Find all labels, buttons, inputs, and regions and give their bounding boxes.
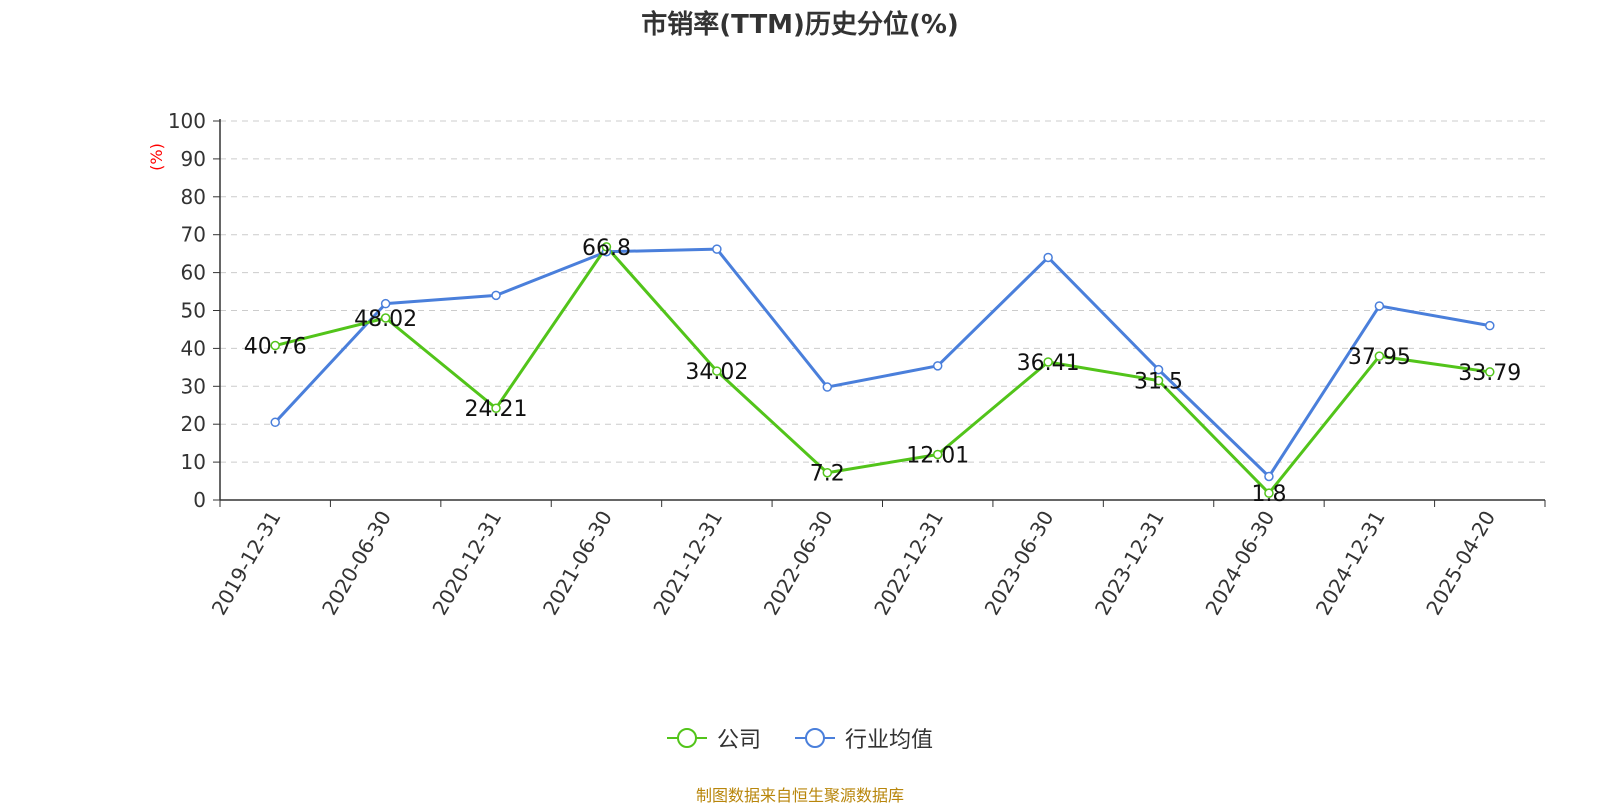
x-tick-label: 2020-12-31 — [427, 506, 506, 619]
data-label-company: 34.02 — [685, 360, 748, 385]
data-label-company: 36.41 — [1017, 351, 1080, 376]
data-label-company: 12.01 — [906, 443, 969, 468]
x-tick-label: 2024-12-31 — [1311, 507, 1390, 620]
chart-title: 市销率(TTM)历史分位(%) — [641, 10, 959, 40]
data-point-industry-avg[interactable] — [1043, 252, 1053, 263]
legend: 公司 行业均值 — [0, 722, 1600, 754]
data-label-company: 31.5 — [1134, 370, 1183, 395]
data-label-company: 1.8 — [1251, 482, 1286, 507]
y-tick-label: 80 — [181, 185, 206, 209]
x-tick-label: 2021-12-31 — [648, 507, 727, 620]
x-tick-label: 2022-12-31 — [869, 506, 948, 619]
data-point-company[interactable] — [1153, 375, 1164, 386]
data-point-company[interactable] — [1264, 488, 1274, 498]
y-tick-label: 10 — [181, 450, 206, 474]
data-point-company[interactable] — [1485, 367, 1495, 377]
data-point-company[interactable] — [491, 403, 501, 413]
x-tick-label: 2025-04-20 — [1421, 507, 1500, 620]
x-tick-label: 2020-06-30 — [317, 507, 396, 620]
data-point-industry-avg[interactable] — [1153, 364, 1164, 375]
x-tick-label: 2023-12-31 — [1090, 507, 1169, 620]
legend-marker-company-icon — [666, 728, 707, 748]
legend-label-industry-avg: 行业均值 — [845, 728, 934, 753]
data-label-company: 24.21 — [465, 397, 528, 422]
y-tick-label: 40 — [181, 336, 206, 360]
x-tick-label: 2023-06-30 — [980, 507, 1059, 620]
data-label-company: 33.79 — [1458, 361, 1521, 386]
legend-label-company: 公司 — [716, 728, 761, 753]
data-point-industry-avg[interactable] — [1264, 471, 1274, 482]
data-point-company[interactable] — [270, 340, 280, 351]
data-point-company[interactable] — [380, 313, 391, 323]
x-tick-label: 2022-06-30 — [759, 507, 838, 620]
data-point-industry-avg[interactable] — [1374, 301, 1385, 311]
data-label-company: 66.8 — [582, 236, 631, 261]
y-tick-label: 20 — [181, 412, 206, 436]
data-point-industry-avg[interactable] — [380, 298, 391, 309]
y-tick-label: 30 — [181, 374, 206, 398]
data-point-company[interactable] — [932, 449, 943, 460]
y-tick-label: 100 — [168, 109, 206, 133]
data-point-industry-avg[interactable] — [1485, 320, 1495, 331]
y-tick-label: 60 — [181, 261, 206, 285]
data-label-company: 40.76 — [244, 335, 307, 360]
data-point-company[interactable] — [822, 467, 833, 478]
x-tick-label: 2019-12-31 — [207, 507, 286, 620]
series-line-company — [274, 245, 1491, 495]
data-point-industry-avg[interactable] — [270, 417, 280, 428]
x-tick-label: 2024-06-30 — [1200, 507, 1279, 620]
y-tick-label: 70 — [181, 223, 206, 247]
legend-item-industry-avg[interactable]: 行业均值 — [795, 722, 933, 754]
source-note: 制图数据来自恒生聚源数据库 — [695, 786, 904, 805]
data-point-company[interactable] — [712, 366, 722, 376]
data-point-company[interactable] — [1043, 357, 1053, 367]
y-axis-label: (%) — [147, 143, 166, 171]
data-point-industry-avg[interactable] — [822, 382, 833, 392]
data-label-company: 48.02 — [354, 307, 417, 332]
data-point-industry-avg[interactable] — [712, 244, 722, 254]
series-line-industry-avg — [274, 247, 1491, 479]
legend-item-company[interactable]: 公司 — [666, 722, 761, 754]
x-tick-label: 2021-06-30 — [538, 507, 617, 620]
data-point-company[interactable] — [1374, 351, 1385, 361]
data-point-company[interactable] — [601, 242, 612, 252]
data-point-industry-avg[interactable] — [491, 290, 501, 301]
data-label-company: 37.95 — [1348, 345, 1411, 370]
y-tick-label: 90 — [181, 147, 206, 171]
y-tick-label: 0 — [193, 488, 206, 512]
data-label-company: 7.2 — [810, 462, 845, 487]
data-point-industry-avg[interactable] — [932, 361, 943, 371]
legend-marker-industry-icon — [795, 728, 835, 748]
y-tick-label: 50 — [181, 299, 206, 323]
